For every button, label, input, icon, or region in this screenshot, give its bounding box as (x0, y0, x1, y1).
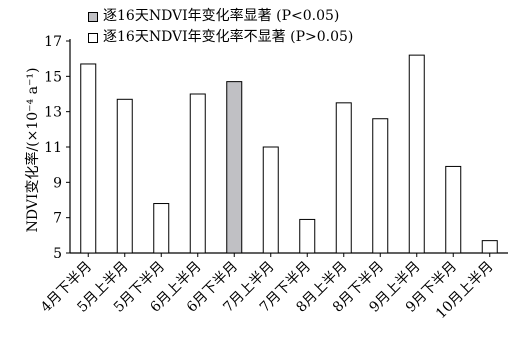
y-tick-label: 5 (53, 246, 62, 262)
y-tick-label: 9 (53, 175, 62, 191)
y-tick-label: 17 (44, 34, 62, 50)
bar (189, 93, 206, 254)
legend-label-not-significant: 逐16天NDVI年变化率不显著 (P>0.05) (103, 29, 354, 45)
bar (116, 98, 133, 254)
y-tick-label: 11 (44, 140, 62, 156)
y-tick-label: 15 (44, 69, 62, 85)
legend-label-significant: 逐16天NDVI年变化率显著 (P<0.05) (103, 8, 340, 24)
bar (226, 81, 243, 254)
bar (372, 118, 389, 254)
y-tick-label: 13 (44, 105, 62, 121)
legend-item-significant: 逐16天NDVI年变化率显著 (P<0.05) (88, 6, 353, 27)
bar (299, 218, 316, 254)
bar (408, 54, 425, 254)
plot-area: 579111315174月下半月5月上半月5月下半月6月上半月6月下半月7月上半… (38, 34, 508, 322)
bar (335, 102, 352, 254)
bar (481, 240, 498, 254)
legend-swatch-not-significant (88, 32, 98, 43)
bar (262, 146, 279, 254)
legend: 逐16天NDVI年变化率显著 (P<0.05) 逐16天NDVI年变化率不显著 … (88, 6, 353, 48)
bar (80, 63, 97, 254)
bar (153, 203, 170, 254)
legend-item-not-significant: 逐16天NDVI年变化率不显著 (P>0.05) (88, 27, 353, 48)
y-tick-label: 7 (53, 211, 62, 227)
legend-swatch-significant (88, 11, 98, 22)
bar (445, 165, 462, 254)
y-axis-label: NDVI变化率/(×10⁻⁴ a⁻¹) (25, 67, 41, 233)
